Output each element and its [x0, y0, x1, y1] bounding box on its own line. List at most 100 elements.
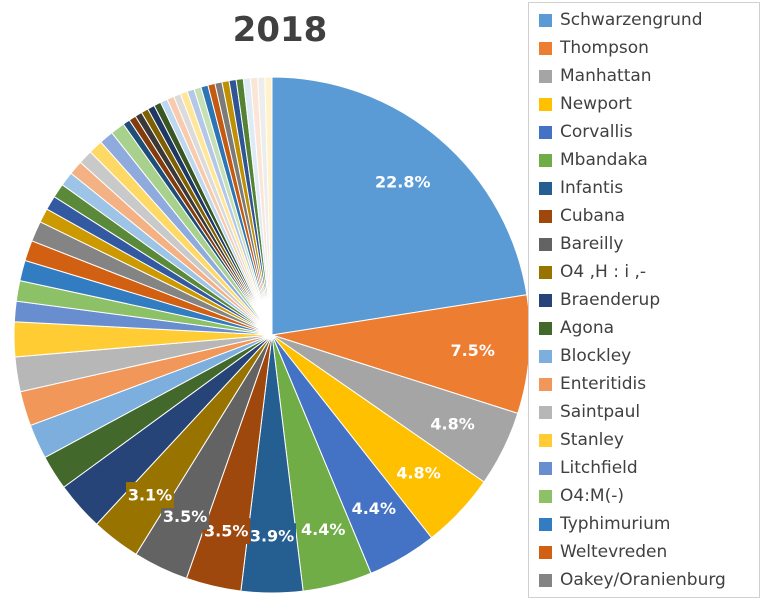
legend-item-litchfield: Litchfield	[539, 454, 638, 482]
data-label-background	[202, 517, 251, 544]
legend-item-bareilly: Bareilly	[539, 230, 623, 258]
data-label-background	[248, 523, 296, 550]
legend-swatch	[539, 97, 552, 111]
legend-item-newport: Newport	[539, 90, 632, 118]
data-label-background	[349, 495, 398, 522]
legend-swatch	[539, 321, 552, 335]
legend-item-oakey-oranienburg: Oakey/Oranienburg	[539, 566, 726, 594]
legend-label: Mbandaka	[560, 150, 648, 170]
legend-swatch	[539, 405, 552, 419]
legend-swatch	[539, 433, 552, 447]
legend-item-o4-m: O4:M(-)	[539, 482, 624, 510]
legend-swatch	[539, 265, 552, 279]
legend-swatch	[539, 125, 552, 139]
legend-swatch	[539, 237, 552, 251]
legend-item-blockley: Blockley	[539, 342, 631, 370]
data-label-background	[448, 337, 497, 364]
legend-item-manhattan: Manhattan	[539, 62, 652, 90]
legend-label: Infantis	[560, 178, 624, 198]
legend-swatch	[539, 461, 552, 475]
legend-item-stanley: Stanley	[539, 426, 624, 454]
legend-label: Cubana	[560, 206, 626, 226]
legend-item-schwarzengrund: Schwarzengrund	[539, 6, 703, 34]
pie-slice-thompson	[271, 294, 528, 414]
legend-label: Stanley	[560, 430, 624, 450]
legend-label: Typhimurium	[560, 514, 671, 534]
legend-label: Weltevreden	[560, 542, 668, 562]
legend-swatch	[539, 349, 552, 363]
legend-label: Enteritidis	[560, 374, 647, 394]
legend-swatch	[539, 489, 552, 503]
legend-label: Litchfield	[560, 458, 638, 478]
legend-swatch	[539, 153, 552, 167]
data-label-mbandaka: 4.4%	[299, 516, 348, 543]
legend-swatch	[539, 13, 552, 27]
legend-label: Oakey/Oranienburg	[560, 570, 726, 590]
data-label-manhattan: 4.8%	[428, 410, 477, 437]
legend-swatch	[539, 69, 552, 83]
legend-swatch	[539, 293, 552, 307]
legend-swatch	[539, 573, 552, 587]
data-label-background	[428, 410, 477, 437]
legend-item-agona: Agona	[539, 314, 614, 342]
pie-slices	[13, 76, 528, 594]
data-label-o4-h-i: 3.1%	[126, 482, 175, 509]
legend-swatch	[539, 41, 552, 55]
legend-item-enteritidis: Enteritidis	[539, 370, 646, 398]
legend-item-thompson: Thompson	[539, 34, 649, 62]
legend-item-o4-h-i: O4 ,H : i ,-	[539, 258, 646, 286]
legend-swatch	[539, 545, 552, 559]
data-label-text: 3.5%	[163, 507, 207, 526]
legend-item-saintpaul: Saintpaul	[539, 398, 640, 426]
data-label-infantis: 3.9%	[248, 523, 296, 550]
legend-label: Blockley	[560, 346, 632, 366]
pie-slice-schwarzengrund	[271, 76, 528, 336]
legend-label: Corvallis	[560, 122, 633, 142]
legend-label: O4 ,H : i ,-	[560, 262, 646, 282]
legend-item-weltevreden: Weltevreden	[539, 538, 667, 566]
legend-label: O4:M(-)	[560, 486, 624, 506]
data-label-bareilly: 3.5%	[161, 503, 210, 530]
legend-label: Newport	[560, 94, 632, 114]
legend-label: Bareilly	[560, 234, 624, 254]
legend-swatch	[539, 209, 552, 223]
data-label-text: 22.8%	[375, 173, 431, 192]
data-label-text: 4.8%	[396, 463, 440, 482]
legend-label: Manhattan	[560, 66, 652, 86]
pie-chart: 22.8%7.5%4.8%4.8%4.4%4.4%3.9%3.5%3.5%3.1…	[13, 76, 528, 594]
data-label-background	[394, 459, 443, 486]
legend-item-corvallis: Corvallis	[539, 118, 633, 146]
legend-item-braenderup: Braenderup	[539, 286, 660, 314]
data-label-text: 3.1%	[128, 486, 172, 505]
data-label-cubana: 3.5%	[202, 517, 251, 544]
data-label-background	[126, 482, 175, 509]
data-label-thompson: 7.5%	[448, 337, 497, 364]
legend-item-mbandaka: Mbandaka	[539, 146, 648, 174]
legend-swatch	[539, 517, 552, 531]
legend-label: Agona	[560, 318, 615, 338]
data-label-text: 4.4%	[301, 520, 345, 539]
data-label-text: 3.5%	[204, 521, 248, 540]
legend-swatch	[539, 181, 552, 195]
data-label-text: 3.9%	[250, 527, 294, 546]
legend-item-cubana: Cubana	[539, 202, 625, 230]
data-label-background	[299, 516, 348, 543]
data-label-schwarzengrund: 22.8%	[373, 169, 432, 196]
legend: Schwarzengrund Thompson Manhattan Newport Co…	[528, 2, 760, 598]
chart-title: 2018	[232, 10, 328, 50]
legend-label: Thompson	[560, 38, 649, 58]
data-label-text: 4.4%	[352, 499, 396, 518]
legend-swatch	[539, 377, 552, 391]
data-label-background	[373, 169, 432, 196]
legend-item-typhimurium: Typhimurium	[539, 510, 670, 538]
legend-label: Braenderup	[560, 290, 661, 310]
pie-slice-other-51	[264, 76, 273, 336]
data-label-text: 4.8%	[430, 414, 474, 433]
data-label-corvallis: 4.4%	[349, 495, 398, 522]
legend-item-infantis: Infantis	[539, 174, 623, 202]
data-label-newport: 4.8%	[394, 459, 443, 486]
data-label-text: 7.5%	[450, 341, 494, 360]
legend-label: Saintpaul	[560, 402, 641, 422]
pie-data-labels: 22.8%7.5%4.8%4.8%4.4%4.4%3.9%3.5%3.5%3.1…	[126, 169, 497, 550]
legend-label: Schwarzengrund	[560, 10, 703, 30]
